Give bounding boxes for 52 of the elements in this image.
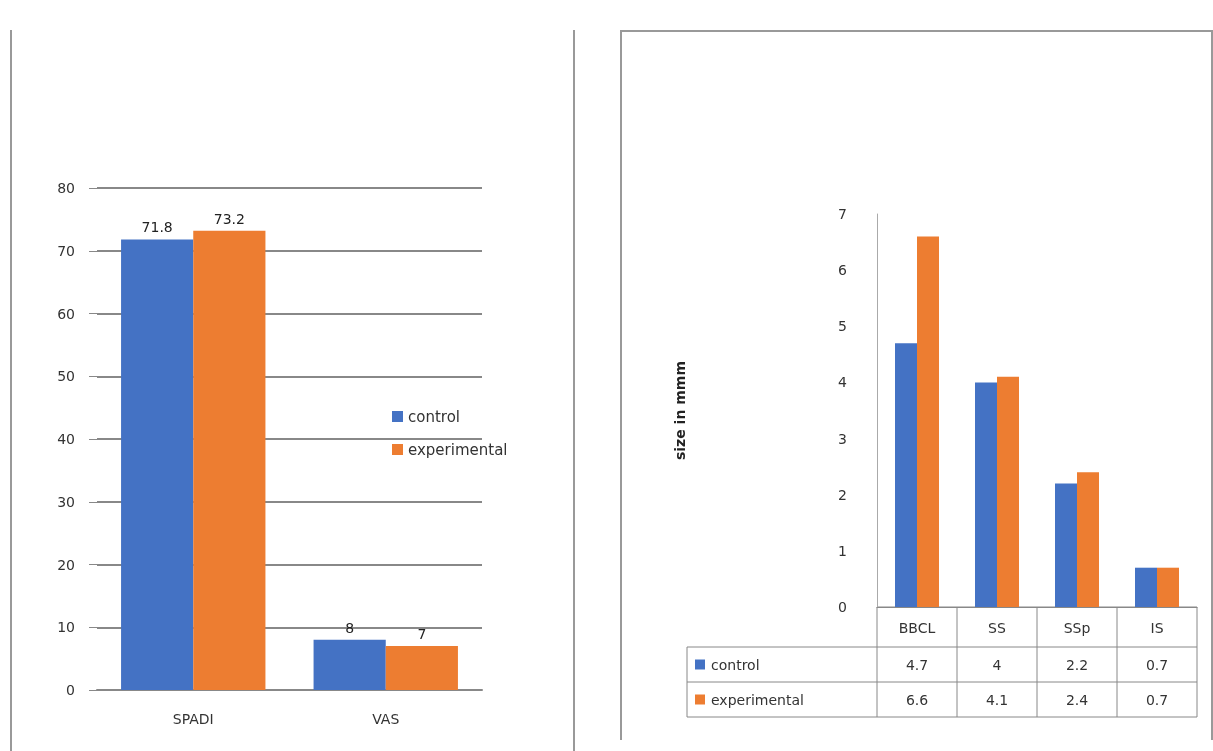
bar: [1157, 567, 1179, 607]
bar: [975, 382, 997, 607]
bar: [313, 639, 386, 690]
y-tick-label: 0: [838, 599, 847, 615]
y-tick-label: 2: [838, 486, 847, 503]
y-axis-title: size in mmm: [672, 360, 688, 461]
bar: [917, 236, 939, 607]
bar: [997, 376, 1019, 607]
data-label: 0.7: [1145, 691, 1169, 708]
data-label: 2.4: [1065, 691, 1089, 708]
y-tick-label: 50: [57, 368, 75, 385]
legend-label: experimental: [408, 440, 508, 459]
data-label: 71.8: [141, 219, 173, 236]
y-tick-label: 0: [66, 682, 75, 698]
y-tick-label: 4: [838, 374, 848, 391]
bar: [1077, 472, 1099, 607]
y-tick-label: 60: [57, 305, 75, 322]
data-label: 7: [417, 626, 427, 643]
bar: [1055, 483, 1077, 607]
x-tick-label: VAS: [372, 711, 400, 727]
data-label: 73.2: [213, 210, 245, 227]
legend-label: control: [408, 407, 460, 426]
y-tick-label: 6: [838, 262, 848, 279]
y-tick-label: 80: [57, 180, 75, 196]
data-label: 4: [992, 656, 1002, 673]
y-tick-label: 5: [838, 318, 847, 335]
y-tick-label: 3: [838, 430, 847, 447]
x-tick-label: SS: [988, 620, 1006, 636]
legend-label: control: [711, 656, 760, 673]
x-tick-label: SSp: [1063, 620, 1091, 636]
data-label: 2.2: [1065, 656, 1089, 673]
x-tick-label: SPADI: [172, 711, 214, 727]
y-tick-label: 20: [57, 556, 75, 573]
y-tick-label: 7: [838, 206, 847, 222]
data-label: 0.7: [1145, 656, 1169, 673]
bar: [121, 239, 194, 690]
data-label: 4.1: [985, 691, 1009, 708]
bar: [193, 230, 266, 690]
y-tick-label: 70: [57, 242, 75, 259]
legend-label: experimental: [711, 691, 804, 708]
y-tick-label: 1: [838, 542, 847, 559]
bar: [1135, 567, 1157, 607]
data-label: 4.7: [905, 656, 929, 673]
x-tick-label: IS: [1150, 620, 1164, 636]
data-label: 8: [345, 619, 355, 636]
bar: [385, 646, 458, 690]
bar: [895, 343, 917, 607]
y-tick-label: 30: [57, 493, 75, 510]
y-tick-label: 10: [57, 619, 75, 636]
y-tick-label: 40: [57, 431, 75, 447]
data-label: 6.6: [905, 691, 929, 708]
x-tick-label: BBCL: [898, 620, 936, 636]
